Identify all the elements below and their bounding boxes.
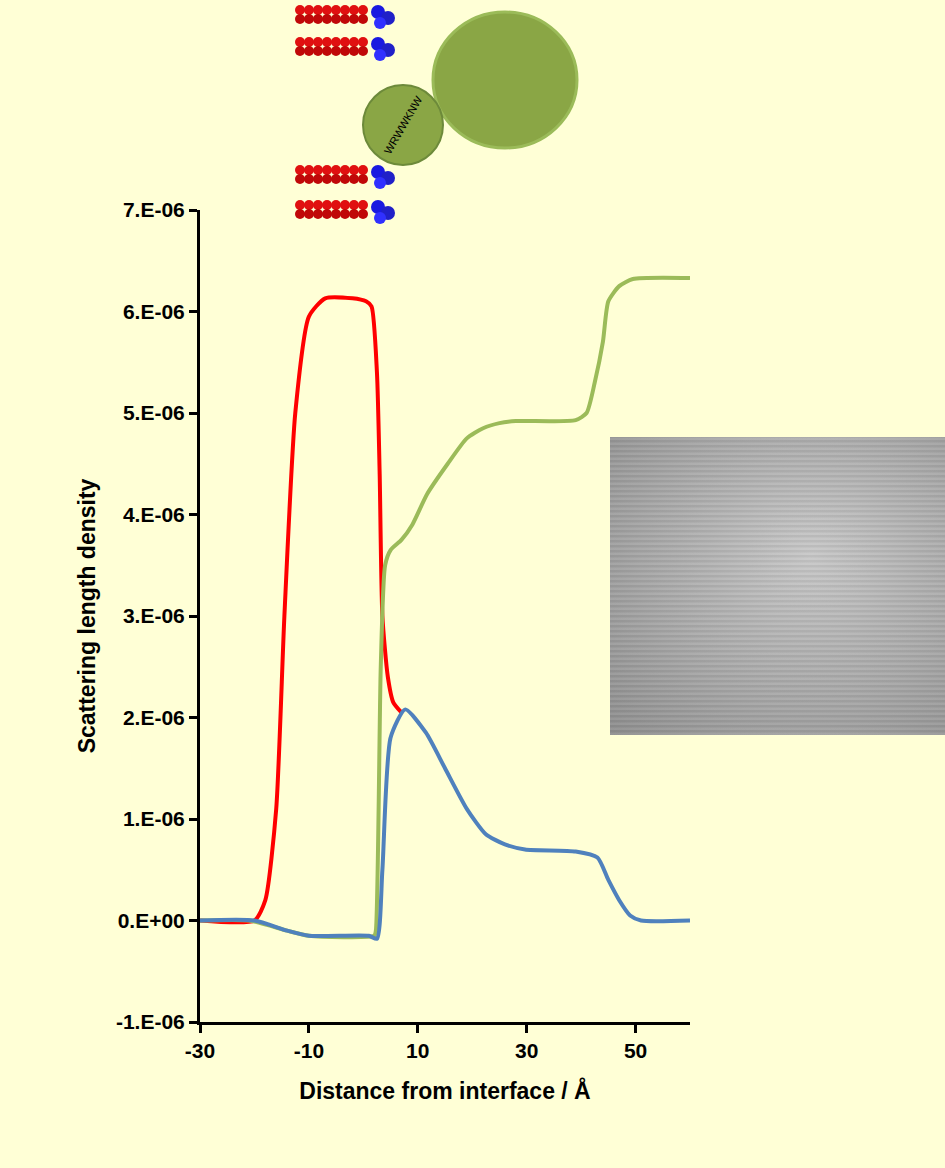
svg-text:4.E-06: 4.E-06 — [123, 503, 185, 526]
svg-text:-10: -10 — [294, 1039, 324, 1062]
svg-text:6.E-06: 6.E-06 — [123, 300, 185, 323]
svg-text:WRWWKNW: WRWWKNW — [382, 94, 425, 156]
svg-text:30: 30 — [515, 1039, 538, 1062]
svg-text:7.E-06: 7.E-06 — [123, 198, 185, 221]
svg-text:10: 10 — [406, 1039, 429, 1062]
svg-text:5.E-06: 5.E-06 — [123, 401, 185, 424]
svg-text:3.E-06: 3.E-06 — [123, 604, 185, 627]
svg-text:0.E+00: 0.E+00 — [118, 909, 185, 932]
svg-text:Scattering length density: Scattering length density — [74, 478, 100, 753]
svg-text:1.E-06: 1.E-06 — [123, 807, 185, 830]
svg-text:Distance from interface / Å: Distance from interface / Å — [299, 1077, 590, 1104]
svg-text:2.E-06: 2.E-06 — [123, 706, 185, 729]
svg-text:-30: -30 — [185, 1039, 215, 1062]
svg-text:50: 50 — [624, 1039, 647, 1062]
svg-text:-1.E-06: -1.E-06 — [116, 1010, 185, 1033]
